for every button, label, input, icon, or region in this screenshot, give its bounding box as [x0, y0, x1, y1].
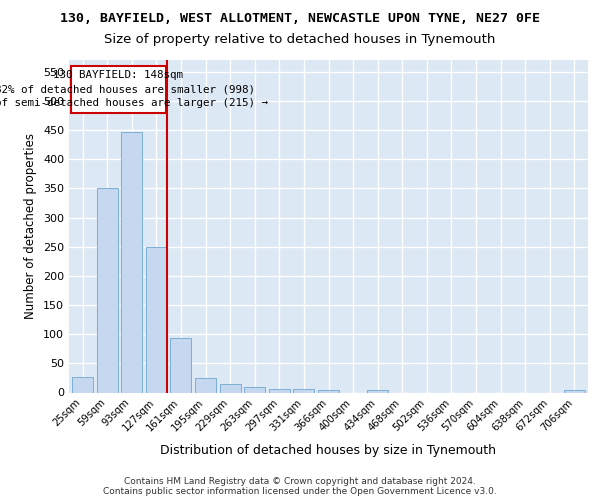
Text: Size of property relative to detached houses in Tynemouth: Size of property relative to detached ho…: [104, 32, 496, 46]
Bar: [146, 246, 167, 392]
Text: Contains HM Land Registry data © Crown copyright and database right 2024.: Contains HM Land Registry data © Crown c…: [124, 477, 476, 486]
Bar: [220, 384, 241, 392]
Bar: [318, 390, 339, 392]
Text: 130, BAYFIELD, WEST ALLOTMENT, NEWCASTLE UPON TYNE, NE27 0FE: 130, BAYFIELD, WEST ALLOTMENT, NEWCASTLE…: [60, 12, 540, 26]
Y-axis label: Number of detached properties: Number of detached properties: [25, 133, 37, 320]
Bar: [72, 377, 93, 392]
Text: 130 BAYFIELD: 148sqm
← 82% of detached houses are smaller (998)
18% of semi-deta: 130 BAYFIELD: 148sqm ← 82% of detached h…: [0, 70, 268, 108]
X-axis label: Distribution of detached houses by size in Tynemouth: Distribution of detached houses by size …: [161, 444, 497, 457]
Bar: [121, 132, 142, 392]
Bar: [97, 188, 118, 392]
Bar: [244, 386, 265, 392]
Bar: [293, 389, 314, 392]
Bar: [170, 338, 191, 392]
Text: Contains public sector information licensed under the Open Government Licence v3: Contains public sector information licen…: [103, 487, 497, 496]
Bar: [564, 390, 585, 392]
FancyBboxPatch shape: [71, 66, 166, 112]
Bar: [269, 389, 290, 392]
Bar: [367, 390, 388, 392]
Bar: [195, 378, 216, 392]
